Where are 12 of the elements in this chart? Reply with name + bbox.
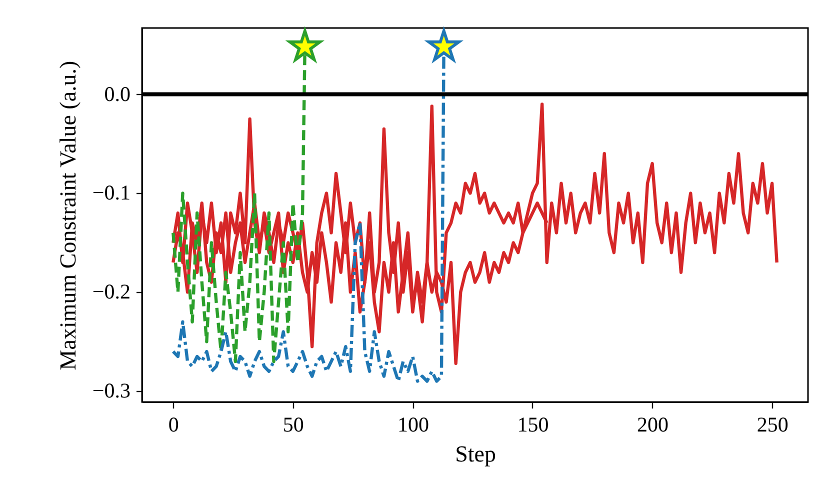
x-axis-title: Step bbox=[455, 442, 496, 466]
x-tick-label: 100 bbox=[397, 412, 429, 436]
y-axis-title: Maximum Constraint Value (a.u.) bbox=[55, 60, 80, 370]
y-tick-label: 0.0 bbox=[104, 82, 130, 106]
y-tick-label: −0.2 bbox=[92, 280, 130, 304]
y-tick-label: −0.3 bbox=[92, 378, 130, 403]
x-tick-label: 200 bbox=[637, 412, 669, 436]
x-tick-label: 0 bbox=[168, 412, 179, 436]
x-tick-label: 150 bbox=[517, 412, 549, 436]
y-tick-label: −0.1 bbox=[92, 180, 130, 205]
x-tick-label: 250 bbox=[756, 412, 788, 436]
x-tick-label: 50 bbox=[282, 412, 304, 436]
